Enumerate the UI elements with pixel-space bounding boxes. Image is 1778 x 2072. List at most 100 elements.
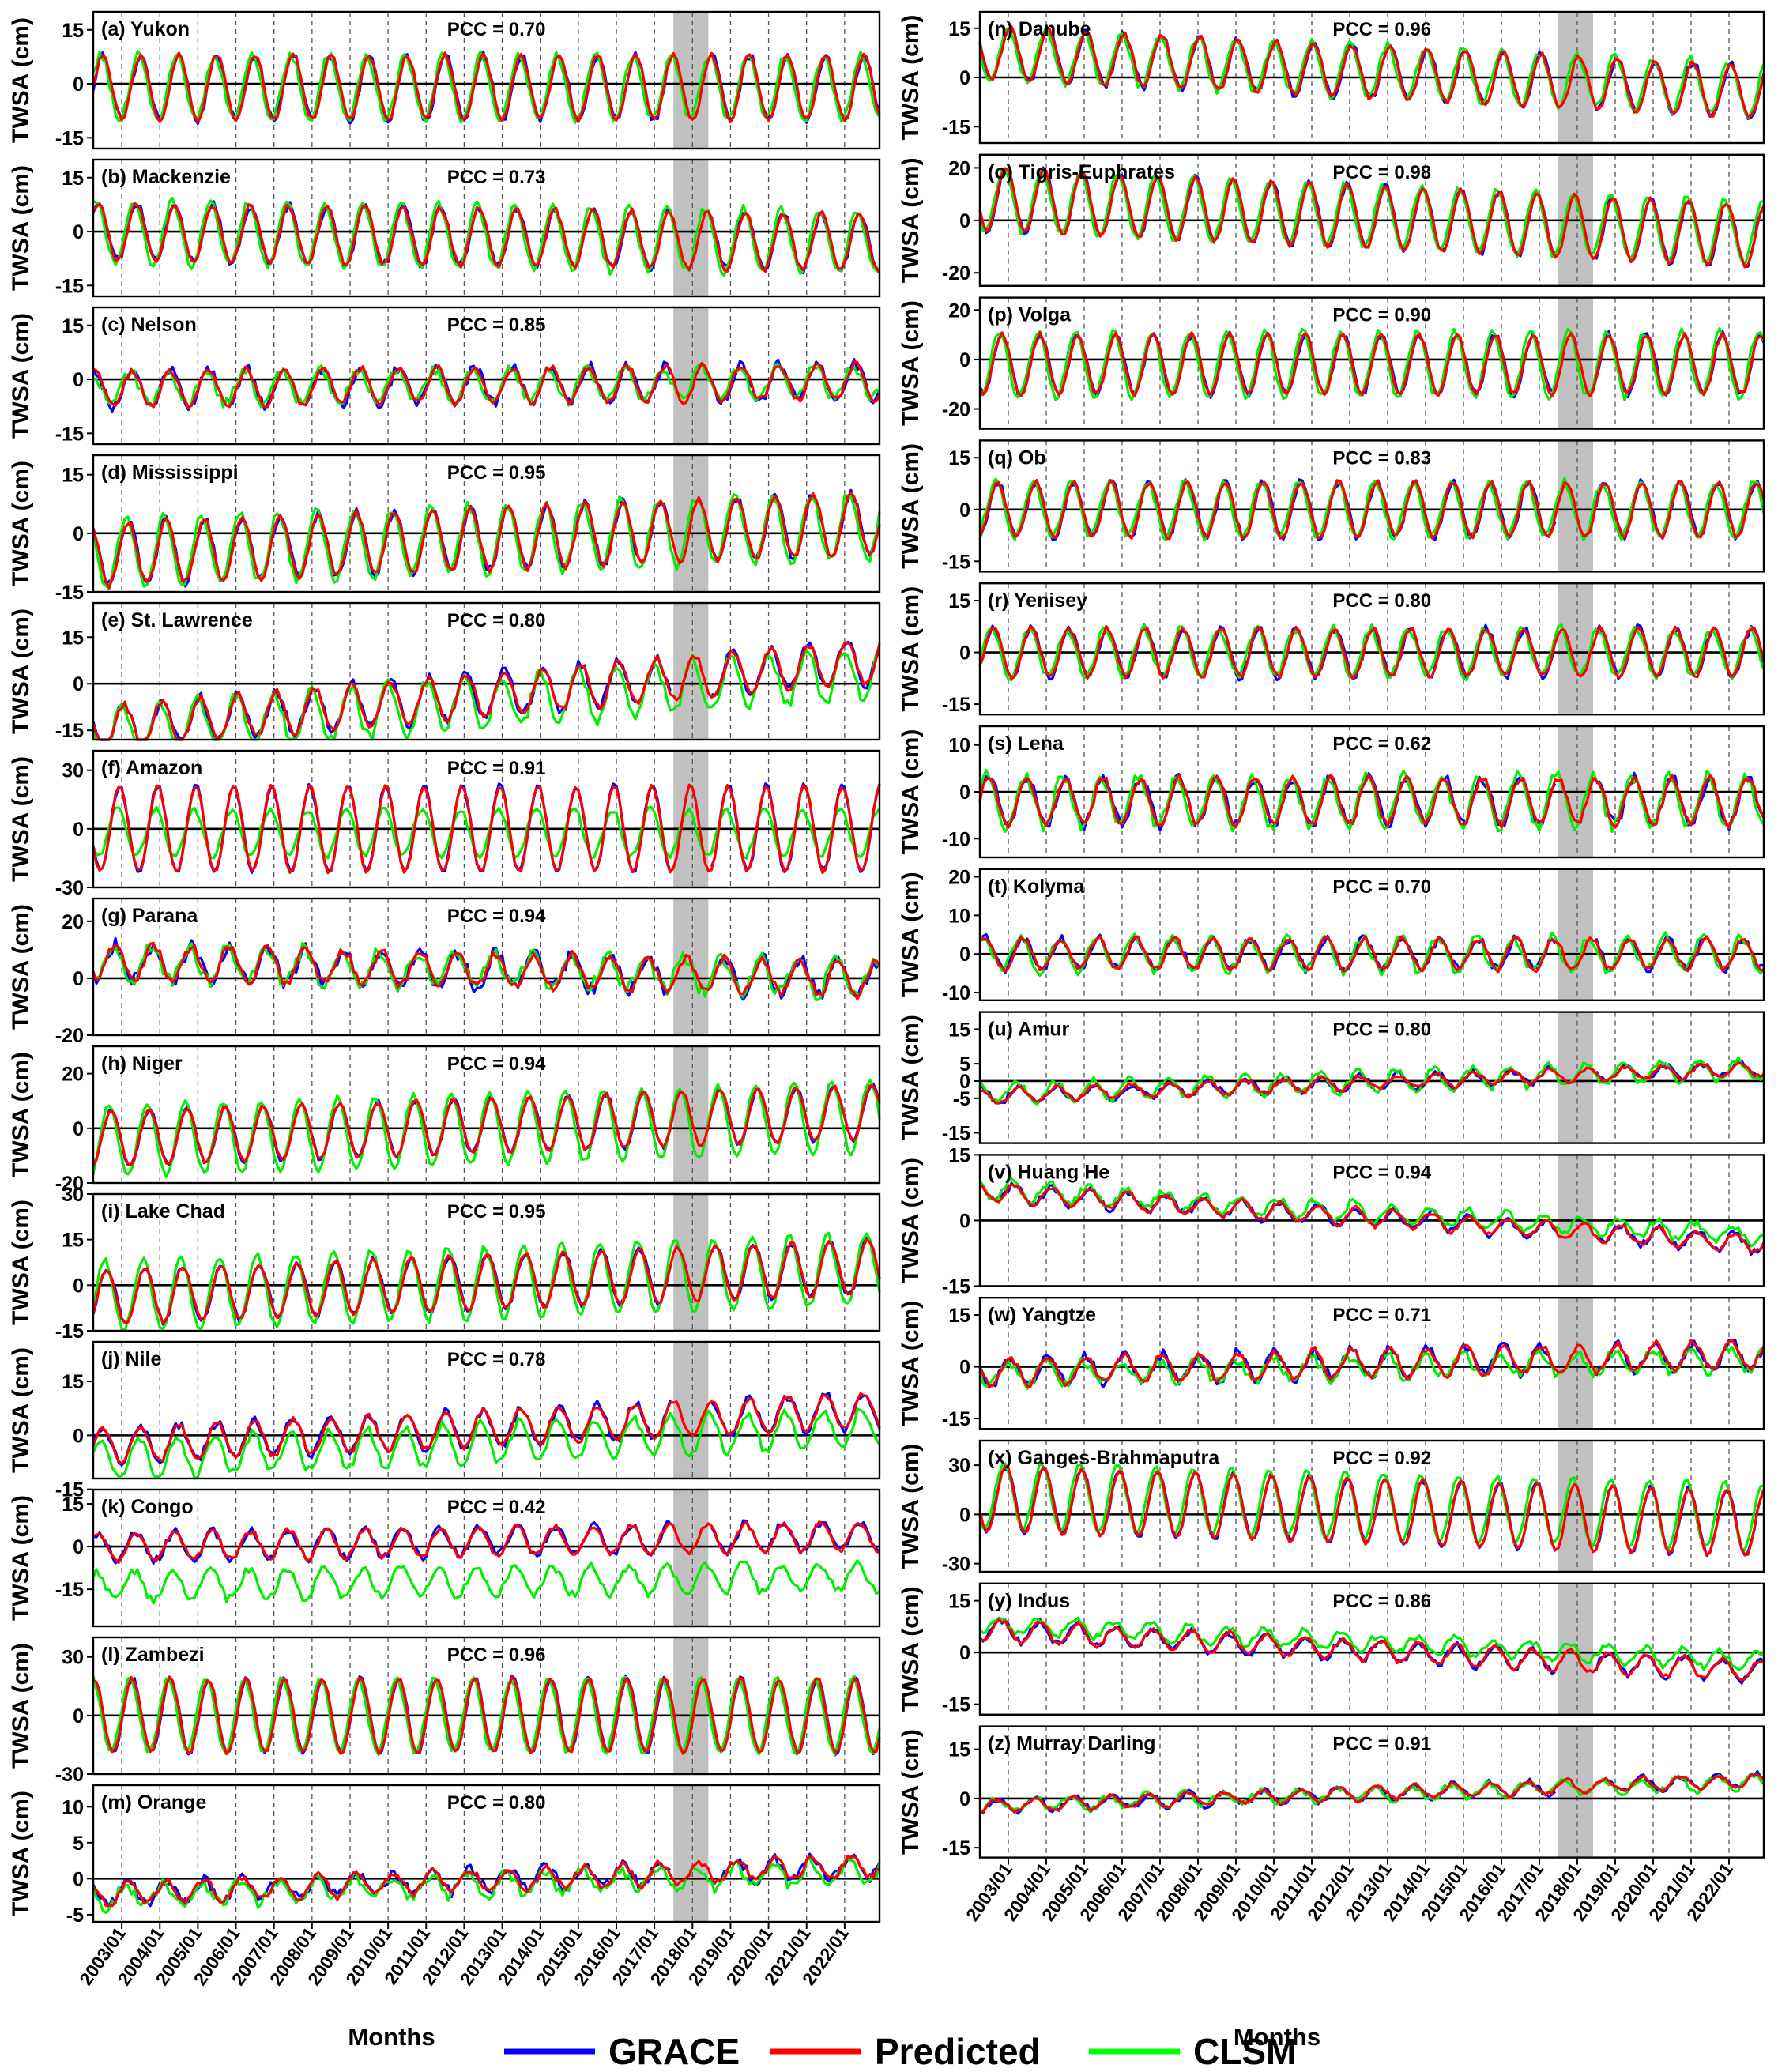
- y-tick-label: -10: [942, 828, 970, 850]
- y-tick-label: 0: [959, 1504, 970, 1526]
- clsm-series-line: [92, 1231, 881, 1332]
- pcc-label: PCC = 0.73: [447, 167, 546, 188]
- y-tick-label: -10: [942, 982, 970, 1004]
- pcc-label: PCC = 0.96: [1332, 19, 1431, 40]
- gap-shading: [1558, 583, 1593, 715]
- gap-shading: [673, 1785, 709, 1922]
- predicted-series-line: [978, 479, 1765, 541]
- predicted-series-line: [92, 1392, 881, 1465]
- panel-frame: [978, 1439, 1765, 1573]
- panel-title: (m) Orange: [101, 1791, 206, 1814]
- clsm-series-line: [92, 1407, 881, 1480]
- panel-title: (b) Mackenzie: [101, 166, 231, 188]
- panel-a: 15 0 -15 TWSA (cm) (a) Yukon PCC = 0.70: [8, 10, 881, 150]
- clsm-series-line: [92, 197, 880, 277]
- panel-title: (e) St. Lawrence: [101, 609, 253, 631]
- y-tick-label: 5: [959, 1053, 970, 1076]
- pcc-label: PCC = 0.96: [447, 1644, 546, 1666]
- y-tick-label: 0: [959, 1788, 970, 1810]
- clsm-series-line: [92, 1079, 881, 1178]
- pcc-label: PCC = 0.83: [1332, 447, 1431, 469]
- y-tick-label: -15: [55, 1320, 84, 1343]
- y-tick-label: 15: [62, 465, 84, 487]
- panel-f: 30 0 -30 TWSA (cm) (f) Amazon PCC = 0.91: [8, 749, 881, 899]
- y-tick-label: 5: [73, 1833, 84, 1855]
- predicted-series-line: [92, 360, 881, 409]
- panel-title: (p) Volga: [988, 304, 1072, 326]
- pcc-label: PCC = 0.70: [447, 19, 546, 40]
- y-tick-label: 0: [959, 67, 970, 89]
- y-tick-label: -15: [942, 1275, 970, 1298]
- pcc-label: PCC = 0.42: [447, 1497, 546, 1518]
- y-tick-label: -15: [942, 1837, 970, 1859]
- y-axis-label: TWSA (cm): [8, 1643, 34, 1769]
- y-tick-label: -15: [942, 116, 970, 138]
- panel-e: 15 0 -15 TWSA (cm) (e) St. Lawrence PCC = 0.8…: [8, 601, 881, 742]
- panel-title: (y) Indus: [988, 1590, 1070, 1612]
- panel-title: (k) Congo: [101, 1496, 194, 1518]
- panel-frame: [978, 1296, 1765, 1430]
- pcc-label: PCC = 0.95: [447, 1201, 546, 1222]
- y-axis-label: TWSA (cm): [8, 1495, 34, 1621]
- y-tick-label: 0: [959, 1071, 970, 1093]
- pcc-label: PCC = 0.80: [1332, 590, 1431, 612]
- pcc-label: PCC = 0.91: [447, 758, 546, 779]
- y-tick-label: -30: [55, 877, 84, 899]
- y-tick-label: 0: [73, 968, 84, 990]
- panel-title: (s) Lena: [988, 733, 1064, 755]
- panel-frame: [92, 749, 881, 889]
- panel-title: (r) Yenisey: [988, 590, 1087, 612]
- pcc-label: PCC = 0.80: [447, 1792, 546, 1814]
- panel-x: 30 0 -30 TWSA (cm) (x) Ganges-Brahmaputra PCC…: [898, 1439, 1765, 1576]
- clsm-series-line: [92, 1855, 881, 1915]
- panel-title: (n) Danube: [988, 18, 1091, 40]
- y-axis-label: TWSA (cm): [898, 157, 924, 283]
- predicted-series-line: [979, 1183, 1765, 1254]
- gap-shading: [673, 1342, 709, 1479]
- panel-q: 15 0 -15 TWSA (cm) (q) Ob PCC = 0.83: [898, 439, 1765, 573]
- y-tick-label: 15: [62, 1494, 84, 1516]
- y-tick-label: 15: [948, 1144, 970, 1166]
- y-axis-label: TWSA (cm): [8, 904, 34, 1030]
- panel-d: 15 0 -15 TWSA (cm) (d) Mississippi PCC = 0.95: [8, 454, 881, 604]
- legend-item-grace: GRACE: [504, 2031, 740, 2072]
- panel-title: (q) Ob: [988, 446, 1046, 469]
- y-tick-label: 0: [73, 369, 84, 391]
- y-tick-label: 20: [948, 157, 970, 179]
- y-tick-label: 30: [62, 1184, 84, 1206]
- y-tick-label: 15: [62, 627, 84, 649]
- y-axis-label: TWSA (cm): [898, 1015, 924, 1140]
- pcc-label: PCC = 0.94: [447, 906, 546, 927]
- predicted-series-line: [978, 24, 1765, 119]
- y-axis-label: TWSA (cm): [898, 729, 924, 855]
- panel-p: 20 0 -20 TWSA (cm) (p) Volga PCC = 0.90: [898, 296, 1765, 430]
- y-tick-label: -15: [942, 1408, 970, 1430]
- panel-title: (o) Tigris-Euphrates: [988, 161, 1175, 183]
- predicted-series-line: [92, 202, 881, 274]
- pcc-label: PCC = 0.98: [1332, 162, 1431, 183]
- predicted-series-line: [92, 783, 881, 875]
- panel-frame: [92, 454, 881, 593]
- y-tick-label: -15: [942, 1122, 970, 1144]
- y-tick-label: 20: [948, 299, 970, 322]
- y-tick-label: -15: [55, 275, 84, 297]
- predicted-series-line: [978, 167, 1765, 269]
- y-tick-label: -20: [55, 1025, 84, 1047]
- y-tick-label: 10: [948, 905, 970, 927]
- legend-label: GRACE: [608, 2031, 740, 2072]
- y-tick-label: 15: [62, 315, 84, 337]
- y-tick-label: -5: [66, 1904, 84, 1927]
- y-axis-label: TWSA (cm): [8, 608, 34, 734]
- gap-shading: [1558, 297, 1593, 429]
- panel-v: 15 0 -15 TWSA (cm) (v) Huang He PCC = 0.94: [898, 1144, 1765, 1298]
- y-tick-label: -15: [55, 582, 84, 604]
- panel-frame: [92, 1488, 881, 1628]
- panel-u: 15 50-5 -15 TWSA (cm) (u) Amur PCC = 0.80: [898, 1011, 1765, 1144]
- panel-frame: [92, 306, 881, 446]
- y-tick-label: 15: [948, 590, 970, 612]
- panel-j: 15 0 -15 TWSA (cm) (j) Nile PCC = 0.78: [8, 1340, 881, 1501]
- pcc-label: PCC = 0.70: [1332, 876, 1431, 898]
- panel-frame: [92, 10, 881, 150]
- y-tick-label: 0: [959, 1642, 970, 1664]
- panel-title: (l) Zambezi: [101, 1644, 205, 1666]
